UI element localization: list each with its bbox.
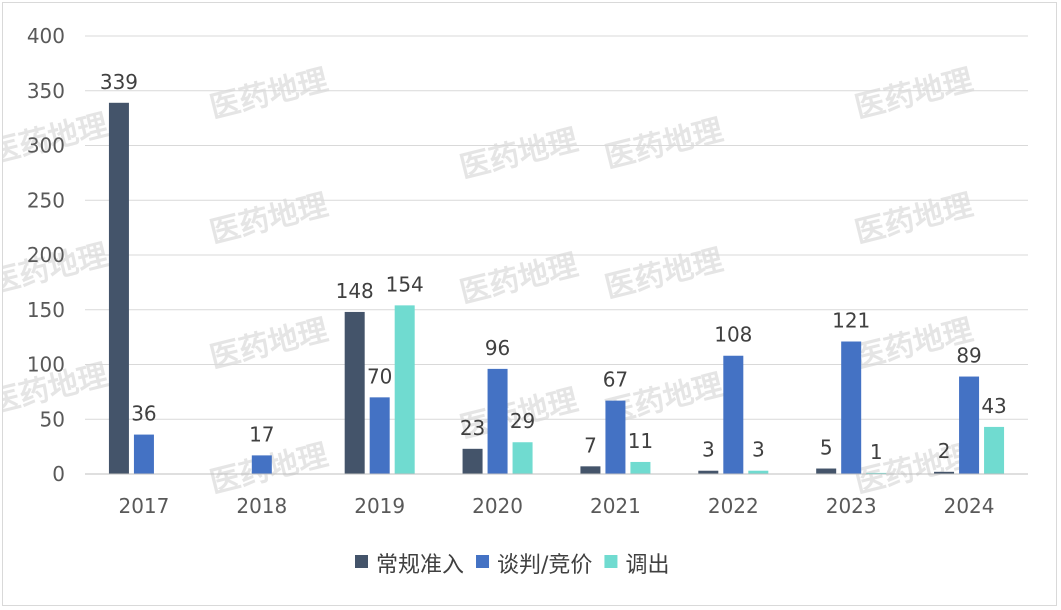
bar-2020-series-3 [512,442,533,474]
y-tick-label: 350 [27,79,65,103]
bar-2024-series-1 [934,471,955,474]
bar-2024-series-2 [959,376,980,474]
data-label: 339 [100,70,138,94]
legend-swatch [355,555,368,568]
legend-entry: 调出 [625,553,669,578]
x-tick-label: 2023 [826,494,877,518]
bar-2019-series-3 [394,305,415,474]
y-tick-label: 300 [27,134,65,158]
watermark-text: 医药地理 [851,188,976,251]
x-tick-label: 2018 [236,494,287,518]
legend-entry: 谈判/竞价 [497,553,592,578]
data-label: 7 [584,433,597,457]
y-tick-label: 400 [27,24,65,48]
data-labels: 339 36 17 148 70 154 23 96 29 7 67 11 3 108 3 5 121 1 2 89 4… [100,70,1007,464]
y-tick-label: 250 [27,188,65,212]
bar-2023-series-2 [841,341,862,474]
legend-swatch [604,555,618,568]
bar-2017-series-1 [108,102,129,475]
watermark-text: 医药地理 [601,243,726,306]
data-label: 154 [386,272,424,296]
legend-entry: 常规准入 [376,553,464,578]
watermark-text: 医药地理 [206,313,331,376]
data-label: 148 [336,279,374,303]
data-label: 1 [870,440,883,464]
watermark-text: 医药地理 [456,123,581,186]
bar-2021-series-3 [630,461,651,474]
data-label: 43 [981,394,1006,418]
data-label: 11 [628,429,653,453]
data-label: 36 [131,402,156,426]
bar-2022-series-3 [748,470,769,474]
x-tick-label: 2017 [118,494,169,518]
data-label: 3 [752,438,765,462]
y-tick-label: 100 [27,353,65,377]
bar-2021-series-1 [580,466,601,474]
watermark-text: 医药地理 [206,188,331,251]
x-tick-label: 2022 [708,494,759,518]
bar-2017-series-2 [133,434,154,474]
watermark-text: 医药地理 [601,113,726,176]
bar-2023-series-1 [816,468,837,474]
y-tick-label: 150 [27,298,65,322]
bar-2024-series-3 [984,426,1005,474]
data-label: 108 [714,323,752,347]
legend: 常规准入 谈判/竞价 调出 [355,553,669,578]
bar-2022-series-2 [723,355,744,474]
data-label: 29 [510,409,535,433]
x-tick-label: 2019 [354,494,405,518]
data-label: 17 [249,422,274,446]
watermark-text: 医药地理 [851,63,976,126]
bar-2019-series-1 [344,311,365,474]
bar-2020-series-2 [487,368,508,474]
bar-2021-series-2 [605,400,626,474]
data-label: 2 [938,439,951,463]
y-tick-label: 0 [52,462,65,486]
bar-2022-series-1 [698,470,719,474]
watermark-text: 医药地理 [456,248,581,311]
data-label: 5 [820,436,833,460]
x-axis: 2017 2018 2019 2020 2021 2022 2023 2024 [85,473,1028,518]
y-axis: 0 50 100 150 200 250 300 350 400 [27,24,65,486]
bars [108,102,1005,475]
y-tick-label: 200 [27,243,65,267]
data-label: 23 [460,416,485,440]
y-tick-label: 50 [40,407,65,431]
bar-2023-series-3 [866,472,887,474]
data-label: 3 [702,438,715,462]
data-label: 67 [603,368,628,392]
data-label: 89 [956,344,981,368]
bar-2018-series-2 [251,455,272,474]
watermark-text: 医药地理 [206,63,331,126]
data-label: 121 [832,309,870,333]
data-label: 70 [367,364,392,388]
legend-swatch [476,555,490,568]
data-label: 96 [485,336,510,360]
x-tick-label: 2024 [944,494,995,518]
bar-2020-series-1 [462,448,483,474]
bar-2019-series-2 [369,397,390,474]
gridlines [85,35,1028,420]
x-tick-label: 2020 [472,494,523,518]
x-tick-label: 2021 [590,494,641,518]
